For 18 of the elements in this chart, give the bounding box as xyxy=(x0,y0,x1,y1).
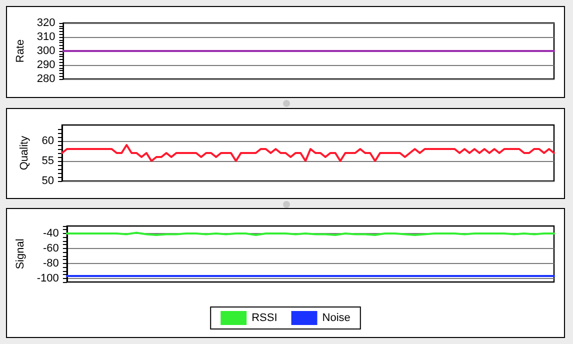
line-series xyxy=(61,144,555,162)
legend-label: Noise xyxy=(322,312,350,324)
y-tick-label: -60 xyxy=(43,242,59,254)
y-tick-label: 280 xyxy=(36,73,56,85)
y-tick-label: 50 xyxy=(42,175,54,187)
y-tick-label: 310 xyxy=(36,31,56,43)
y-axis-title: Rate xyxy=(14,39,26,63)
legend-label: RSSI xyxy=(252,312,278,324)
y-tick-label: 320 xyxy=(36,17,56,29)
y-tick-label: 290 xyxy=(36,59,56,71)
y-tick-label: 300 xyxy=(36,45,56,57)
y-tick-label: 60 xyxy=(42,135,54,147)
y-tick-label: -80 xyxy=(43,257,59,270)
y-tick-label: 55 xyxy=(42,155,54,167)
y-tick-label: -40 xyxy=(43,227,59,240)
y-axis-title: Signal xyxy=(14,238,26,270)
y-axis-title: Quality xyxy=(18,135,30,170)
y-tick-label: -100 xyxy=(36,272,59,284)
